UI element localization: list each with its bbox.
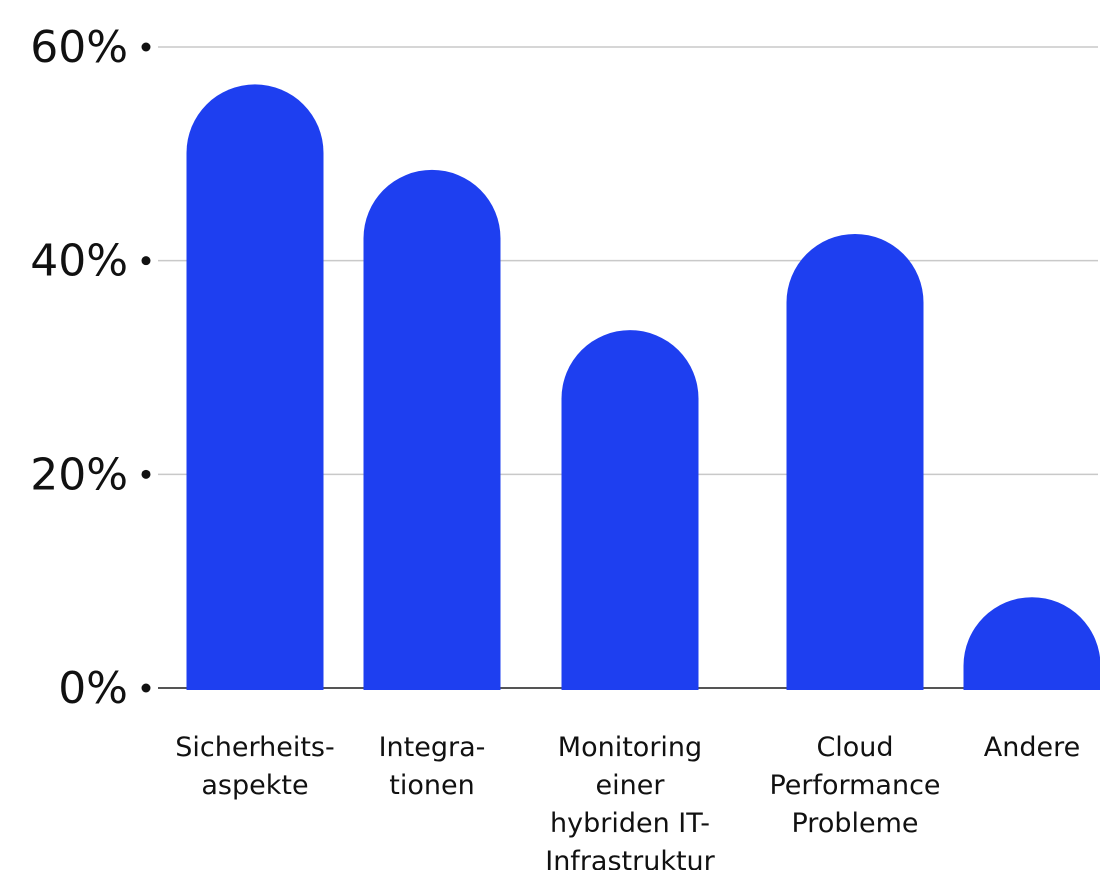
category-label-3: Monitoring einer hybriden IT- Infrastruktur xyxy=(545,732,715,870)
category-label-line: hybriden IT- xyxy=(550,808,710,839)
bar-1 xyxy=(186,84,324,690)
category-label-line: Integra- xyxy=(379,732,486,763)
bar-5 xyxy=(963,597,1100,690)
y-tick-dot xyxy=(141,256,151,266)
bars xyxy=(186,84,1100,691)
y-tick-label: 20% xyxy=(30,449,128,500)
category-label-line: Monitoring xyxy=(558,732,702,763)
y-tick-label: 0% xyxy=(58,663,128,714)
category-label-line: Cloud xyxy=(816,732,893,763)
y-tick-label: 40% xyxy=(30,236,128,287)
bar-2 xyxy=(363,169,501,690)
category-label-2: Integra-tionen xyxy=(379,732,486,801)
category-label-line: Performance xyxy=(769,770,940,801)
bar-3 xyxy=(561,330,699,690)
category-label-4: Cloud Performance Probleme xyxy=(769,732,940,839)
category-label-line: Probleme xyxy=(792,808,919,839)
y-tick-dot xyxy=(141,42,151,52)
category-label-line: einer xyxy=(596,770,666,801)
category-labels: Sicherheits-aspekte Integra-tionen Monitor… xyxy=(175,732,1080,870)
category-label-line: aspekte xyxy=(201,770,308,801)
category-label-line: Andere xyxy=(984,732,1080,763)
category-label-line: Sicherheits- xyxy=(175,732,334,763)
category-label-5: Andere xyxy=(984,732,1080,763)
category-label-line: Infrastruktur xyxy=(545,846,715,870)
y-tick-label: 60% xyxy=(30,22,128,73)
category-label-1: Sicherheits-aspekte xyxy=(175,732,334,801)
y-axis: 0% 20% 40% 60% xyxy=(30,22,151,714)
bar-4 xyxy=(786,233,924,691)
y-tick-dot xyxy=(141,683,151,693)
y-tick-dot xyxy=(141,469,151,479)
category-label-line: tionen xyxy=(389,770,474,801)
